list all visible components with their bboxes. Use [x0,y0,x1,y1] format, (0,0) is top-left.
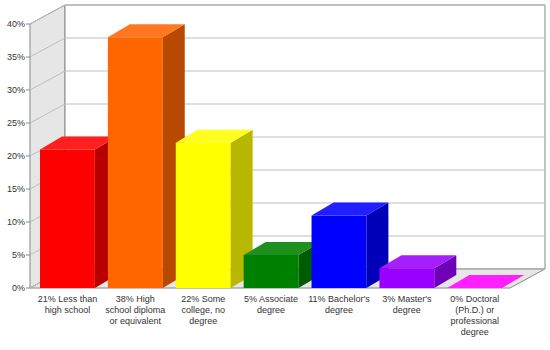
tick-mark [26,288,30,289]
label-line: degree [393,305,421,315]
tick-mark [26,90,30,91]
label-line: 21% Less than [38,294,98,304]
bar [379,255,456,288]
label-line: 3% Master's [382,294,432,304]
tick-label: 5% [12,250,25,260]
bar-front [176,143,231,288]
label-line: degree [189,316,217,326]
tick-mark [26,255,30,256]
bar [244,242,321,288]
category-label: 11% Bachelor'sdegree [308,294,370,315]
tick-label: 35% [7,52,25,62]
tick-label: 40% [7,19,25,29]
tick-label: 25% [7,118,25,128]
tick-label: 20% [7,151,25,161]
bar-front [40,149,95,288]
grid-line [30,71,545,90]
label-line: 22% Some [181,294,225,304]
label-line: 11% Bachelor's [308,294,370,304]
bar [176,130,253,288]
tick-mark [26,156,30,157]
bar-top [244,242,321,255]
bar-top [312,202,389,215]
category-label: 0% Doctoral(Ph.D.) orprofessionaldegree [450,294,499,337]
tick-mark [26,222,30,223]
category-label: 3% Master'sdegree [382,294,432,315]
tick-label: 15% [7,184,25,194]
bar [312,202,389,288]
tick-mark [26,189,30,190]
label-line: 38% High [116,294,155,304]
label-line: school diploma [105,305,165,315]
category-label: 38% Highschool diplomaor equivalent [105,294,165,326]
bar-front [312,215,367,288]
label-line: high school [45,305,91,315]
category-label: 21% Less thanhigh school [38,294,98,315]
bar-top [447,275,524,288]
category-label: 5% Associatedegree [244,294,298,315]
label-line: 0% Doctoral [450,294,499,304]
label-line: 5% Associate [244,294,298,304]
label-line: (Ph.D.) or [455,305,494,315]
bar-top [176,130,253,143]
bar-front [379,268,434,288]
tick-label: 0% [12,283,25,293]
bar [40,136,117,288]
label-line: or equivalent [110,316,162,326]
label-line: degree [461,327,489,337]
bar-front [108,37,163,288]
tick-label: 10% [7,217,25,227]
label-line: college, no [181,305,225,315]
grid-line [30,5,545,24]
bar [108,24,185,288]
tick-mark [26,24,30,25]
bars [40,24,524,288]
bar [447,275,524,288]
label-line: professional [450,316,499,326]
label-line: degree [325,305,353,315]
bar-top [379,255,456,268]
grid-line [30,38,545,57]
bar-front [244,255,299,288]
chart: 0% 5% 10% 15% 20% 25% 30% 35% 40% 21% Less thanhi… [0,0,550,350]
grid-line [30,104,545,123]
tick-mark [26,57,30,58]
category-label: 22% Somecollege, nodegree [181,294,225,326]
label-line: degree [257,305,285,315]
bar-top [108,24,185,37]
tick-mark [26,123,30,124]
bar-top [40,136,117,149]
tick-label: 30% [7,85,25,95]
